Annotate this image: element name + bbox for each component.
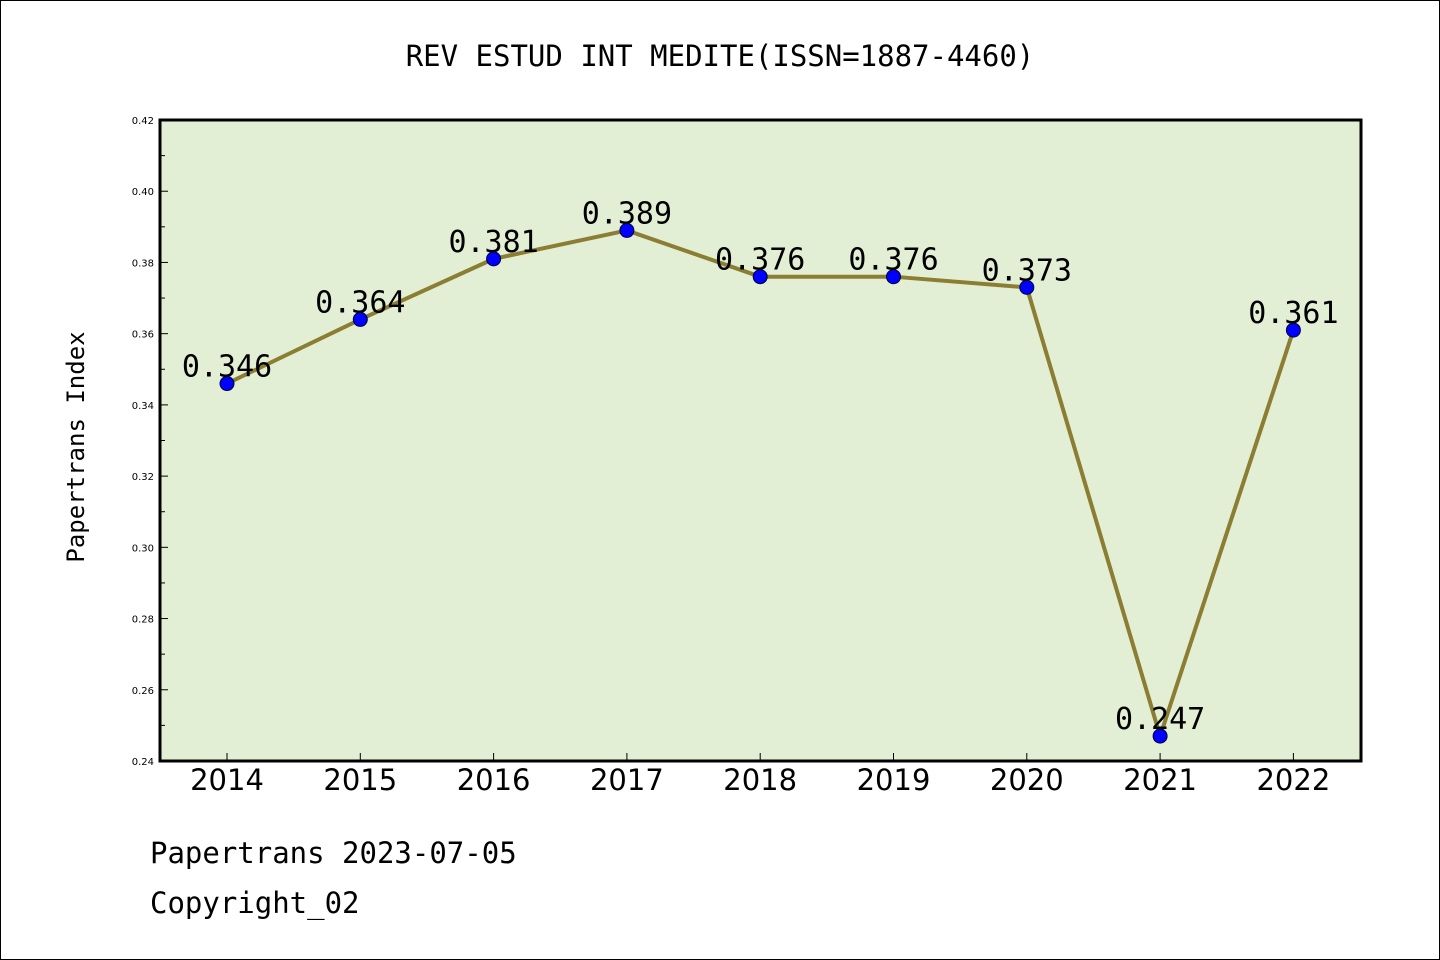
x-tick-label: 2016 <box>457 763 531 797</box>
chart-title: REV ESTUD INT MEDITE(ISSN=1887-4460) <box>406 39 1035 73</box>
data-point <box>1152 728 1168 744</box>
data-point <box>352 311 368 327</box>
series-layer <box>219 222 1301 744</box>
y-tick-label: 0.28 <box>132 615 154 626</box>
data-point <box>219 376 235 392</box>
y-axis-ticks: 0.24 0.26 0.28 0.30 0.32 0.34 0.36 0.38 0.40 0.42 <box>132 116 168 768</box>
y-tick-label: 0.30 <box>132 543 154 554</box>
plot-border <box>158 118 1363 763</box>
data-label: 0.346 <box>182 350 272 385</box>
footer-date: Papertrans 2023-07-05 <box>150 836 517 870</box>
x-axis-ticks: 2014 2015 2016 2017 2018 2019 2020 2021 2022 <box>190 753 1330 797</box>
y-tick-label: 0.26 <box>132 686 154 697</box>
data-label: 0.389 <box>582 196 672 231</box>
y-tick-label: 0.24 <box>132 757 154 768</box>
data-label: 0.376 <box>715 243 805 278</box>
data-point <box>619 222 635 238</box>
footer-copyright: Copyright_02 <box>150 886 360 920</box>
x-tick-label: 2020 <box>990 763 1064 797</box>
y-tick-label: 0.40 <box>132 187 154 198</box>
y-tick-label: 0.38 <box>132 258 154 269</box>
data-label: 0.361 <box>1248 296 1338 331</box>
data-point <box>1285 322 1301 338</box>
x-tick-label: 2014 <box>190 763 264 797</box>
x-tick-label: 2021 <box>1123 763 1197 797</box>
data-point <box>1019 279 1035 295</box>
y-tick-label: 0.42 <box>132 116 154 127</box>
data-label: 0.247 <box>1115 702 1205 737</box>
data-label: 0.376 <box>848 243 938 278</box>
data-point <box>886 269 901 285</box>
y-tick-label: 0.32 <box>132 472 154 483</box>
data-label: 0.364 <box>315 285 405 320</box>
x-tick-label: 2015 <box>323 763 397 797</box>
data-point <box>486 251 502 267</box>
y-tick-label: 0.36 <box>132 330 154 341</box>
data-label: 0.373 <box>982 253 1072 288</box>
x-tick-label: 2018 <box>723 763 797 797</box>
plot-area <box>160 120 1361 761</box>
x-tick-label: 2019 <box>857 763 931 797</box>
data-label: 0.381 <box>448 225 538 260</box>
x-tick-label: 2017 <box>590 763 664 797</box>
y-tick-label: 0.34 <box>132 401 154 412</box>
data-labels-layer: 0.346 0.364 0.381 0.389 0.376 0.376 0.373 0.247… <box>182 196 1339 737</box>
data-point <box>752 269 768 285</box>
y-axis-label: Papertrans Index <box>62 331 90 562</box>
x-tick-label: 2022 <box>1256 763 1330 797</box>
